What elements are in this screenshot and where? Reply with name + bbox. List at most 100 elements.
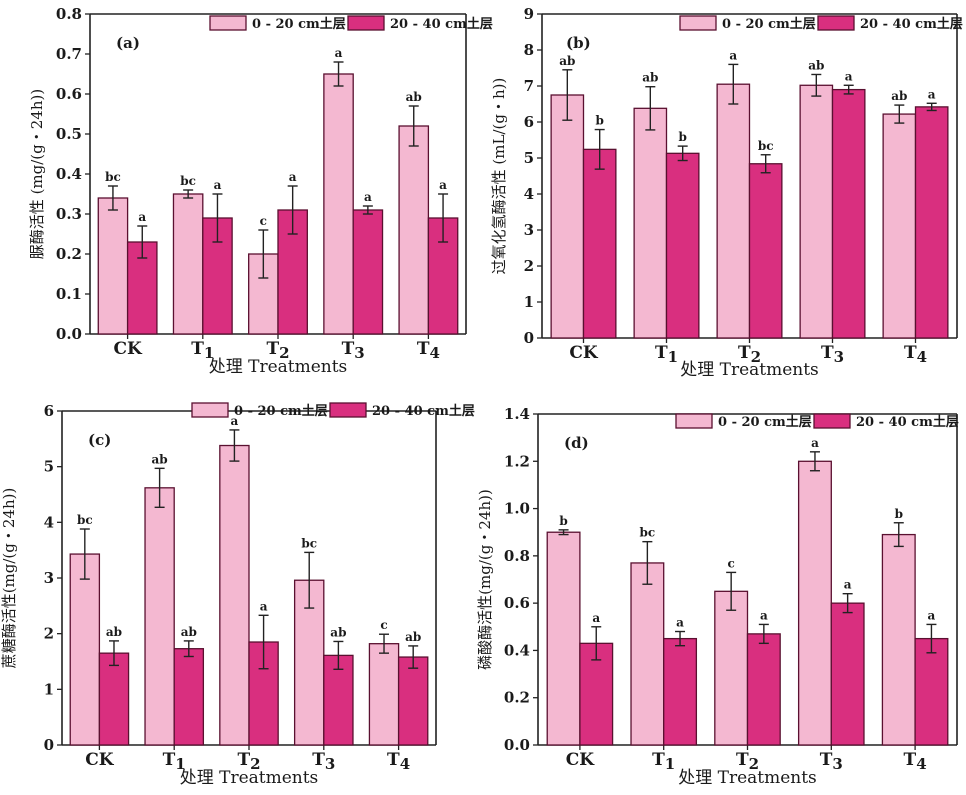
significance-letter: ab (405, 630, 421, 644)
y-tick-label: 5 (524, 149, 534, 167)
bar-topsoil-T3 (799, 84, 834, 339)
x-tick-label: CK (85, 750, 115, 770)
x-tick-label: T2 (738, 343, 761, 366)
significance-letter: ab (181, 625, 197, 639)
bar-subsoil-T3 (830, 602, 865, 746)
bar-topsoil-CK (97, 197, 129, 335)
bar-subsoil-T2 (746, 633, 781, 746)
significance-letter: a (844, 578, 852, 592)
legend-swatch (817, 15, 855, 31)
significance-letter: b (595, 114, 603, 128)
legend-swatch (675, 413, 713, 429)
legend-swatch (209, 15, 247, 31)
y-tick-label: 0.2 (504, 689, 530, 707)
bar-subsoil-T4 (914, 637, 949, 746)
bar-subsoil-T1 (665, 152, 700, 339)
significance-letter: a (676, 616, 684, 630)
panel-label: (a) (116, 34, 140, 52)
chart-panel-a: 0.0 0.1 0.2 0.3 0.4 0.5 0.6 0.7 0.8 CK bc a T1 bc a T2 c… (28, 5, 493, 377)
y-tick-label: 4 (44, 513, 54, 531)
significance-letter: bc (77, 513, 93, 527)
bar-topsoil-T1 (633, 107, 668, 339)
significance-letter: a (138, 210, 146, 224)
y-tick-label: 0.7 (56, 45, 82, 63)
legend: 0 - 20 cm土层 20 - 40 cm土层 (191, 402, 475, 419)
legend-label: 20 - 40 cm土层 (372, 403, 475, 419)
y-tick-label: 6 (44, 402, 54, 420)
x-tick-label: T1 (655, 343, 678, 366)
bar-subsoil-CK (98, 652, 130, 746)
y-tick-label: 0.0 (56, 325, 82, 343)
x-tick-label: T2 (266, 339, 289, 362)
legend-swatch (813, 413, 851, 429)
x-tick-label: T2 (237, 750, 260, 773)
bar-topsoil-T4 (398, 125, 430, 335)
significance-letter: a (260, 599, 268, 613)
y-tick-label: 4 (524, 185, 534, 203)
y-axis-label: 磷酸酶活性(mg/(g・24h)) (476, 489, 494, 670)
x-tick-label: T3 (342, 339, 365, 362)
y-tick-label: 8 (524, 41, 534, 59)
y-tick-label: 0.4 (56, 165, 82, 183)
legend-label: 20 - 40 cm土层 (856, 414, 959, 430)
bar-topsoil-T2 (219, 444, 250, 746)
x-axis-label: 处理 Treatments (680, 360, 819, 380)
bar-topsoil-T3 (323, 73, 354, 335)
legend-label: 0 - 20 cm土层 (722, 16, 816, 32)
y-tick-label: 0.6 (56, 85, 82, 103)
y-tick-label: 2 (44, 625, 54, 643)
bar-subsoil-T2 (748, 163, 783, 339)
y-tick-label: 1.4 (504, 405, 530, 423)
y-tick-label: 3 (524, 221, 534, 239)
y-axis-label: 蔗糖酶活性(mg/(g・24h)) (0, 488, 18, 669)
y-tick-label: 6 (524, 113, 534, 131)
x-tick-label: T4 (904, 750, 927, 773)
significance-letter: ab (891, 89, 907, 103)
bar-topsoil-T2 (714, 590, 749, 746)
legend-swatch (329, 402, 367, 418)
legend-label: 20 - 40 cm土层 (860, 16, 963, 32)
y-tick-label: 0.8 (56, 5, 82, 23)
x-axis-label: 处理 Treatments (678, 768, 817, 788)
bar-subsoil-T4 (914, 106, 949, 339)
legend-label: 0 - 20 cm土层 (252, 16, 346, 32)
significance-letter: a (928, 608, 936, 622)
bar-topsoil-T4 (881, 533, 916, 746)
x-tick-label: T4 (387, 750, 410, 773)
y-tick-label: 1.0 (504, 500, 530, 518)
legend-label: 20 - 40 cm土层 (390, 16, 493, 32)
bar-subsoil-T1 (663, 637, 698, 746)
chart-panel-d: 0.0 0.2 0.4 0.6 0.8 1.0 1.2 1.4 CK b a T1 bc a T2 c a T3 a… (476, 405, 959, 788)
significance-letter: ab (406, 90, 422, 104)
x-tick-label: T1 (652, 750, 675, 773)
x-tick-label: CK (569, 343, 599, 363)
y-tick-label: 0.0 (504, 736, 530, 754)
x-axis-label: 处理 Treatments (180, 768, 319, 788)
y-tick-label: 9 (524, 5, 534, 23)
x-axis-label: 处理 Treatments (209, 357, 348, 377)
y-axis-label: 脲酶活性 (mg/(g・24h)) (28, 89, 46, 259)
x-tick-label: CK (566, 750, 596, 770)
bar-topsoil-CK (550, 94, 585, 339)
y-tick-label: 0.3 (56, 205, 82, 223)
bar-subsoil-T4 (397, 656, 429, 746)
y-tick-label: 0.2 (56, 245, 82, 263)
bar-topsoil-T3 (797, 460, 832, 746)
y-tick-label: 0 (524, 329, 534, 347)
significance-letter: b (559, 514, 567, 528)
x-tick-label: T3 (820, 750, 843, 773)
bar-topsoil-T1 (172, 193, 204, 335)
panel-label: (c) (88, 431, 111, 449)
y-tick-label: 7 (524, 77, 534, 95)
significance-letter: a (928, 87, 936, 101)
bar-topsoil-CK (69, 553, 101, 746)
y-tick-label: 0.8 (504, 547, 530, 565)
significance-letter: bc (180, 174, 196, 188)
bar-subsoil-T1 (173, 648, 205, 746)
x-tick-label: T4 (417, 339, 440, 362)
significance-letter: a (811, 436, 819, 450)
chart-panel-c: 0 1 2 3 4 5 6 CK bc ab T1 ab ab T2 a a T3 bc ab T4 c ab 处理 Tre… (0, 402, 475, 788)
legend-swatch (191, 402, 229, 418)
significance-letter: bc (640, 526, 656, 540)
legend: 0 - 20 cm土层 20 - 40 cm土层 (675, 413, 959, 430)
